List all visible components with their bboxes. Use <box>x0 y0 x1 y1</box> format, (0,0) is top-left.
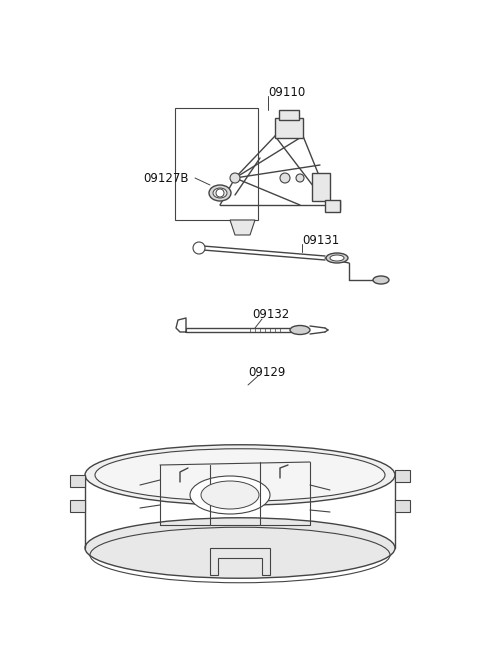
Ellipse shape <box>326 253 348 263</box>
Text: 09110: 09110 <box>268 86 305 98</box>
Ellipse shape <box>85 445 395 505</box>
Bar <box>275 118 303 138</box>
Circle shape <box>193 242 205 254</box>
Text: 09131: 09131 <box>302 233 339 246</box>
Ellipse shape <box>85 517 395 578</box>
Ellipse shape <box>95 449 385 501</box>
Text: 09129: 09129 <box>248 365 286 379</box>
Ellipse shape <box>213 188 227 198</box>
Polygon shape <box>230 220 255 235</box>
Text: 09132: 09132 <box>252 309 289 322</box>
Polygon shape <box>210 548 270 575</box>
Ellipse shape <box>209 185 231 201</box>
Circle shape <box>230 173 240 183</box>
Bar <box>175 108 258 220</box>
Bar <box>325 200 340 212</box>
Circle shape <box>296 174 304 182</box>
Circle shape <box>280 173 290 183</box>
Ellipse shape <box>201 481 259 509</box>
Text: 09127B: 09127B <box>143 172 189 185</box>
Polygon shape <box>70 475 85 487</box>
Ellipse shape <box>373 276 389 284</box>
Bar <box>279 110 299 120</box>
Polygon shape <box>70 500 85 512</box>
Ellipse shape <box>190 476 270 514</box>
Polygon shape <box>395 470 410 482</box>
Polygon shape <box>395 500 410 512</box>
Ellipse shape <box>330 255 344 261</box>
Bar <box>312 173 330 201</box>
Ellipse shape <box>290 326 310 335</box>
Circle shape <box>216 189 224 197</box>
